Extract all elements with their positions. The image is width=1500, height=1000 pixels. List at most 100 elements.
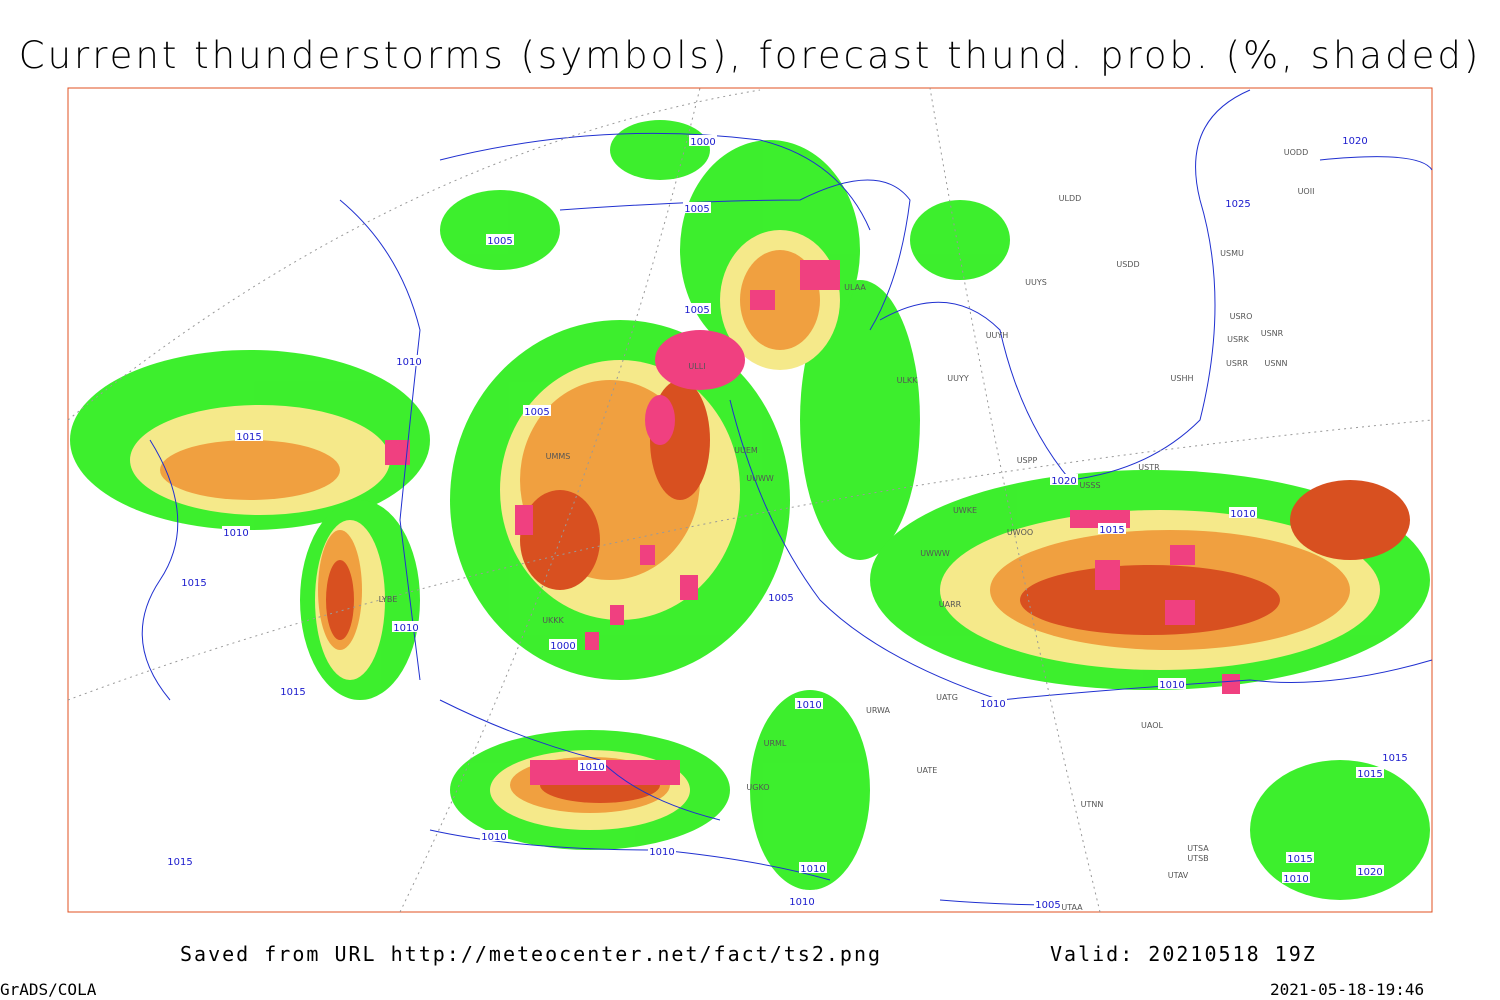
map-labels: 1000 1005 1005 1005 1010 1005 1015 1010 1015 1010… — [166, 134, 1409, 912]
station-label: USNR — [1261, 329, 1284, 338]
isobar-label-bg — [1229, 507, 1257, 518]
isobar-label-bg — [166, 855, 194, 866]
isobar-label-bg — [683, 303, 711, 314]
isobar-label: 1000 — [550, 641, 575, 652]
isobar-label-bg — [578, 760, 606, 771]
station-label: UWKE — [953, 506, 977, 515]
station-label: USNN — [1265, 359, 1288, 368]
station-label: UWWW — [920, 549, 950, 558]
isobar-label-bg — [395, 355, 423, 366]
station-label: UTNN — [1081, 800, 1104, 809]
isobar-label: 1015 — [1382, 753, 1407, 764]
station-label: UTSB — [1187, 854, 1208, 863]
station-label: UWOO — [1007, 528, 1033, 537]
isobar-label-bg — [523, 405, 551, 416]
isobar-label-bg — [1381, 751, 1409, 762]
isobar-label-bg — [235, 430, 263, 441]
isobar-label: 1010 — [800, 864, 825, 875]
station-label: USRO — [1230, 312, 1253, 321]
isobar-label: 1010 — [789, 897, 814, 908]
isobar-label-bg — [683, 202, 711, 213]
isobar-label: 1015 — [1099, 525, 1124, 536]
isobar-label: 1020 — [1051, 476, 1076, 487]
isobar-label: 1020 — [1357, 867, 1382, 878]
isobar-label-bg — [767, 591, 795, 602]
station-label: UTAV — [1168, 871, 1189, 880]
isobar-label-bg — [979, 697, 1007, 708]
isobar-label-bg — [222, 526, 250, 537]
isobar-label-bg — [1356, 865, 1384, 876]
isobar-label: 1010 — [579, 762, 604, 773]
station-label: USSS — [1079, 481, 1100, 490]
isobar-label-bg — [1341, 134, 1369, 145]
station-label: UOII — [1298, 187, 1315, 196]
isobar-label-bg — [1224, 197, 1252, 208]
station-label: USDD — [1116, 260, 1139, 269]
isobar-label-bg — [1286, 852, 1314, 863]
station-label: ULDD — [1059, 194, 1082, 203]
isobar-label-bg — [486, 234, 514, 245]
isobar-label: 1025 — [1225, 199, 1250, 210]
station-label: URML — [764, 739, 787, 748]
station-label: ULAA — [844, 283, 866, 292]
isobar-label: 1010 — [1283, 874, 1308, 885]
station-label: UMMS — [546, 452, 571, 461]
isobar-label: 1010 — [396, 357, 421, 368]
station-label: UODD — [1284, 148, 1308, 157]
station-label: UUEM — [734, 446, 758, 455]
station-label: UATE — [917, 766, 938, 775]
map-title: Current thunderstorms (symbols), forecas… — [19, 34, 1482, 77]
station-label: UUYS — [1025, 278, 1047, 287]
isobar-label-bg — [1282, 872, 1310, 883]
isobar-label-bg — [1098, 523, 1126, 534]
station-label: UKKK — [542, 616, 564, 625]
isobar-label: 1015 — [1287, 854, 1312, 865]
station-label: UAOL — [1141, 721, 1163, 730]
isobar-label: 1010 — [796, 700, 821, 711]
timestamp: 2021-05-18-19:46 — [1270, 980, 1424, 999]
graticule — [67, 87, 1433, 913]
isobar-label: 1005 — [768, 593, 793, 604]
isobar-label-bg — [1356, 767, 1384, 778]
station-label: UTAA — [1061, 903, 1083, 912]
isobar-label: 1010 — [1230, 509, 1255, 520]
valid-time: Valid: 20210518 19Z — [1050, 942, 1317, 966]
isobar-label-bg — [549, 639, 577, 650]
software-credit: GrADS/COLA — [0, 980, 97, 999]
isobar-label: 1010 — [1159, 680, 1184, 691]
station-label: UUWW — [746, 474, 774, 483]
isobar-label: 1015 — [181, 578, 206, 589]
station-label: USTR — [1138, 463, 1160, 472]
isobar-label: 1010 — [980, 699, 1005, 710]
isobar-label-bg — [795, 698, 823, 709]
isobar-label-bg — [480, 830, 508, 841]
isobar-label: 1015 — [280, 687, 305, 698]
station-label: USRK — [1227, 335, 1249, 344]
map-area — [67, 87, 1433, 913]
isobar-label: 1005 — [684, 305, 709, 316]
isobar-label: 1005 — [1035, 900, 1060, 911]
station-label: USMU — [1220, 249, 1244, 258]
station-label: ULKK — [897, 376, 919, 385]
isobar-label: 1020 — [1342, 136, 1367, 147]
isobar-label: 1005 — [487, 236, 512, 247]
isobar-label-bg — [392, 621, 420, 632]
station-label: UGKO — [746, 783, 769, 792]
isobar-label: 1015 — [236, 432, 261, 443]
isobar-label: 1000 — [690, 137, 715, 148]
station-label: UUYH — [986, 331, 1009, 340]
isobar-label: 1010 — [481, 832, 506, 843]
isobar-label: 1015 — [1357, 769, 1382, 780]
isobar-label-bg — [648, 845, 676, 856]
station-label: URWA — [866, 706, 891, 715]
isobar-label-bg — [788, 895, 816, 906]
station-label: USRR — [1226, 359, 1248, 368]
station-label: UATG — [936, 693, 958, 702]
isobar-label-bg — [799, 862, 827, 873]
station-label: UARR — [939, 600, 962, 609]
isobar-label: 1015 — [167, 857, 192, 868]
station-label: LYBE — [379, 595, 398, 604]
station-label: UUYY — [947, 374, 969, 383]
isobar-label-bg — [1034, 898, 1062, 909]
